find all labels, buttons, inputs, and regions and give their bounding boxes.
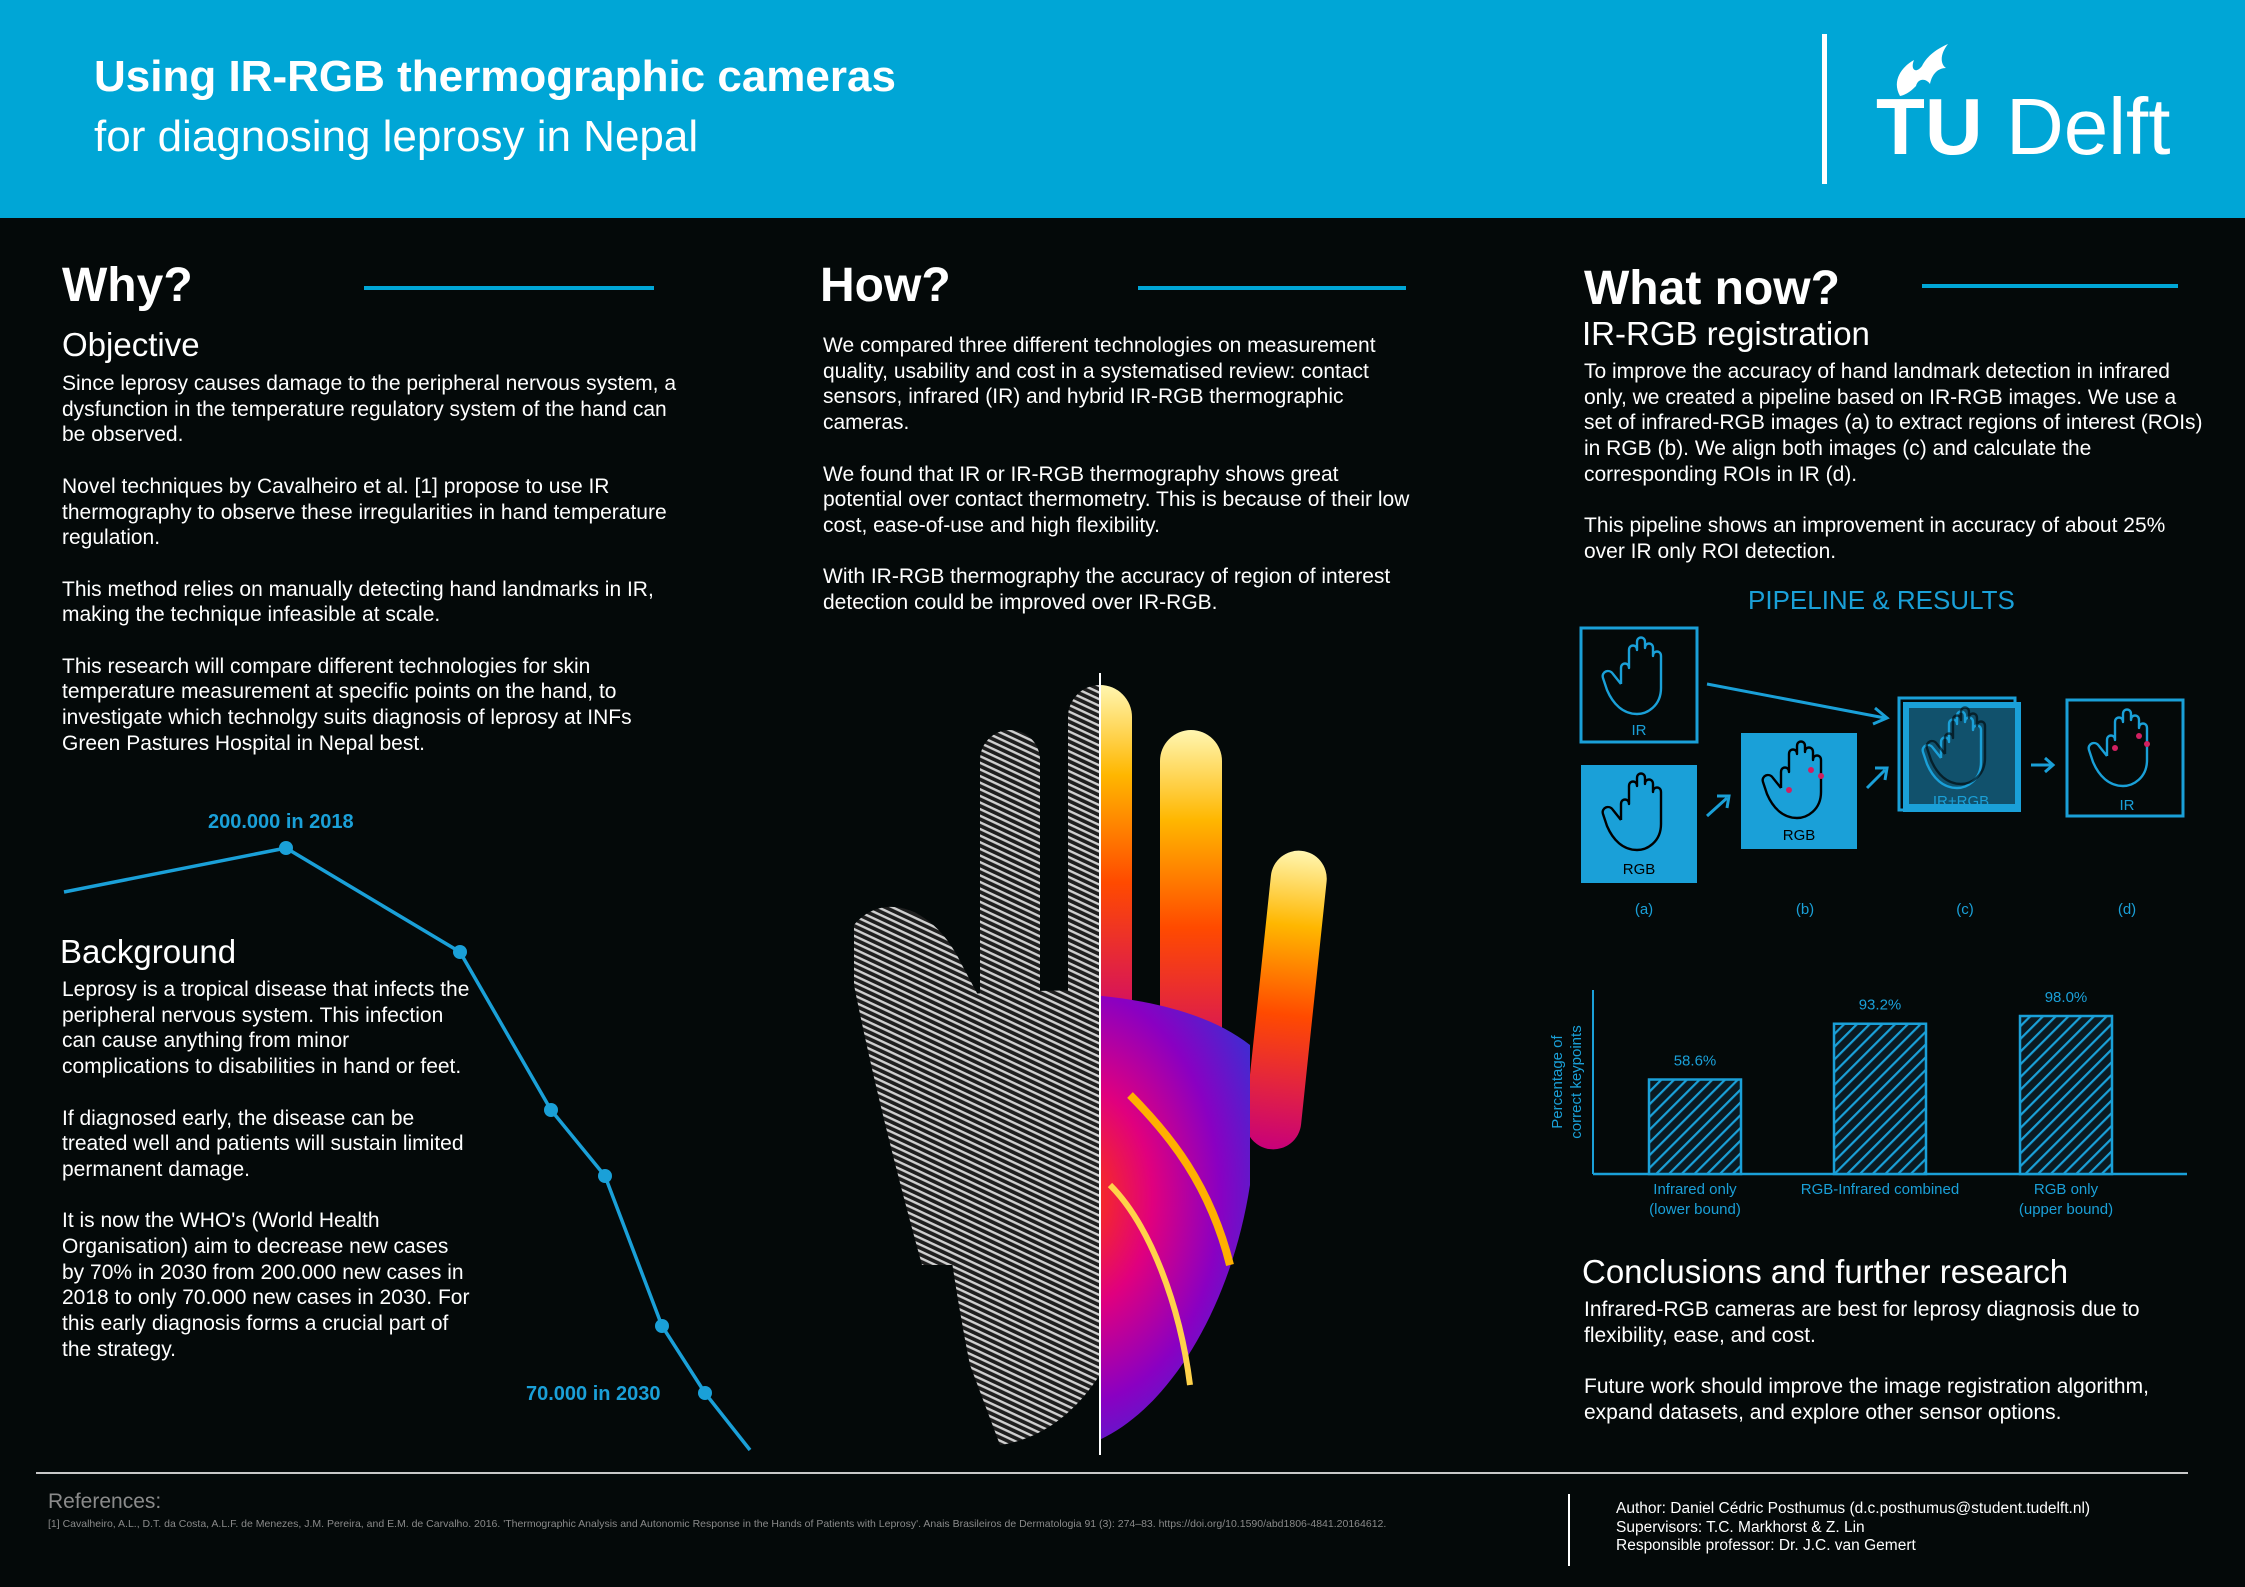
chart-category-label: RGB-Infrared combined <box>1801 1181 1959 1198</box>
what-now-heading: What now? <box>1584 262 1840 315</box>
svg-text:RGB: RGB <box>1623 861 1656 878</box>
objective-text: Since leprosy causes damage to the perip… <box>62 371 692 757</box>
pipeline-box-a-rgb: RGB <box>1581 765 1697 883</box>
pipeline-box-c: IR+RGB <box>1897 696 2021 812</box>
step-label-c: (c) <box>1956 901 1974 918</box>
conclusions-text: Infrared-RGB cameras are best for lepros… <box>1584 1297 2204 1426</box>
trend-point <box>544 1103 558 1117</box>
chart-value-label: 58.6% <box>1674 1053 1717 1070</box>
arrow-icon <box>1875 766 1889 781</box>
objective-paragraph: This method relies on manually detecting… <box>62 577 654 627</box>
objective-paragraph: This research will compare different tec… <box>62 654 632 755</box>
supervisors-line: Supervisors: T.C. Markhorst & Z. Lin <box>1616 1518 1865 1536</box>
trend-point <box>453 945 467 959</box>
logo-delft-text: Delft <box>2006 82 2171 168</box>
background-paragraph: Leprosy is a tropical disease that infec… <box>62 978 470 1079</box>
step-label-a: (a) <box>1635 901 1653 918</box>
step-label-b: (b) <box>1796 901 1814 918</box>
poster-title: Using IR-RGB thermographic cameras <box>94 52 896 101</box>
footer-rule <box>36 1472 2188 1474</box>
objective-paragraph: Since leprosy causes damage to the perip… <box>62 372 676 447</box>
pipeline-arrows <box>1705 682 2056 818</box>
arrow-icon <box>1865 768 1887 790</box>
chart-value-label: 98.0% <box>2045 989 2088 1006</box>
header-bar <box>0 0 2245 218</box>
pipeline-title: PIPELINE & RESULTS <box>1748 585 2015 615</box>
how-heading: How? <box>820 259 951 312</box>
how-heading-rule <box>1138 286 1406 290</box>
hand-thermal-half <box>1100 685 1327 1440</box>
conclusions-heading: Conclusions and further research <box>1582 1253 2069 1290</box>
registration-text: To improve the accuracy of hand landmark… <box>1584 359 2204 565</box>
author-line: Author: Daniel Cédric Posthumus (d.c.pos… <box>1616 1500 2091 1517</box>
objective-heading: Objective <box>62 326 200 363</box>
trend-point <box>698 1386 712 1400</box>
background-text: Leprosy is a tropical disease that infec… <box>62 977 472 1363</box>
chart-bar <box>1832 1022 1928 1176</box>
background-paragraph: It is now the WHO's (World Health Organi… <box>62 1209 470 1361</box>
hand-icon <box>1601 636 1663 716</box>
hand-grayscale-half <box>854 685 1100 1445</box>
chart-value-label: 93.2% <box>1859 997 1902 1014</box>
who-trend-line: 200.000 in 2018 70.000 in 2030 <box>63 811 752 1452</box>
trend-point <box>655 1319 669 1333</box>
keypoint-accuracy-chart: Percentage of correct keypoints 58.6% Infr… <box>1549 989 2187 1218</box>
svg-text:IR: IR <box>1632 722 1647 739</box>
svg-text:IR+RGB: IR+RGB <box>1933 793 1989 810</box>
registration-heading: IR-RGB registration <box>1582 315 1870 352</box>
chart-category-label: Infrared only (lower bound) <box>1649 1181 1741 1218</box>
registration-paragraph: To improve the accuracy of hand landmark… <box>1584 360 2203 486</box>
header-divider <box>1822 34 1827 184</box>
arrow-icon <box>1705 796 1729 818</box>
footer-divider <box>1568 1494 1570 1566</box>
chart-category-label: RGB only (upper bound) <box>2019 1181 2113 1218</box>
why-heading: Why? <box>62 259 193 312</box>
reference-item: [1] Cavalheiro, A.L., D.T. da Costa, A.L… <box>48 1518 1387 1530</box>
credits: Author: Daniel Cédric Posthumus (d.c.pos… <box>1616 1500 2090 1556</box>
objective-paragraph: Novel techniques by Cavalheiro et al. [1… <box>62 474 667 550</box>
professor-line: Responsible professor: Dr. J.C. van Geme… <box>1616 1537 1916 1554</box>
why-heading-rule <box>364 286 654 290</box>
arrow-icon <box>2044 756 2056 774</box>
step-label-d: (d) <box>2118 901 2136 918</box>
chart-bar <box>2018 1014 2114 1176</box>
hand-thermal-illustration <box>854 673 1327 1455</box>
trend-label-2018: 200.000 in 2018 <box>208 811 354 833</box>
flame-icon <box>1896 44 1948 96</box>
registration-paragraph: This pipeline shows an improvement in ac… <box>1584 514 2166 563</box>
background-heading: Background <box>60 933 237 970</box>
background-paragraph: If diagnosed early, the disease can be t… <box>62 1106 464 1181</box>
how-text: We compared three different technologies… <box>823 333 1423 616</box>
svg-text:RGB: RGB <box>1783 827 1816 844</box>
pipeline-diagram: IR RGB RGB IR+RGB IR <box>1579 626 2185 918</box>
pipeline-box-a-ir: IR <box>1579 626 1699 744</box>
pipeline-step-labels: (a) (b) (c) (d) <box>1635 901 2136 918</box>
arrow-icon <box>1717 794 1731 809</box>
what-now-heading-rule <box>1922 284 2178 288</box>
conclusions-paragraph: Infrared-RGB cameras are best for lepros… <box>1584 1298 2140 1347</box>
trend-point <box>598 1169 612 1183</box>
chart-bars: 58.6% Infrared only (lower bound) 93.2% RGB-… <box>1647 989 2114 1218</box>
arrow-icon <box>1872 706 1890 726</box>
chart-bar <box>1647 1078 1743 1176</box>
trend-label-2030: 70.000 in 2030 <box>526 1383 661 1405</box>
how-paragraph: We found that IR or IR-RGB thermography … <box>823 462 1410 537</box>
pipeline-box-d: IR <box>2065 698 2185 818</box>
trend-point <box>279 841 293 855</box>
chart-y-axis-label: Percentage of correct keypoints <box>1549 1025 1585 1138</box>
arrow-icon <box>1706 682 1886 720</box>
trend-polyline <box>63 846 752 1452</box>
svg-text:IR: IR <box>2120 797 2135 814</box>
logo-tu-text: TU <box>1876 82 1983 168</box>
how-paragraph: We compared three different technologies… <box>823 334 1376 435</box>
poster-subtitle: for diagnosing leprosy in Nepal <box>94 112 699 161</box>
references-label: References: <box>48 1490 162 1513</box>
pipeline-box-b: RGB <box>1741 733 1857 849</box>
how-paragraph: With IR-RGB thermography the accuracy of… <box>823 565 1391 614</box>
tudelft-logo: TU Delft <box>1876 44 2171 168</box>
conclusions-paragraph: Future work should improve the image reg… <box>1584 1375 2149 1424</box>
